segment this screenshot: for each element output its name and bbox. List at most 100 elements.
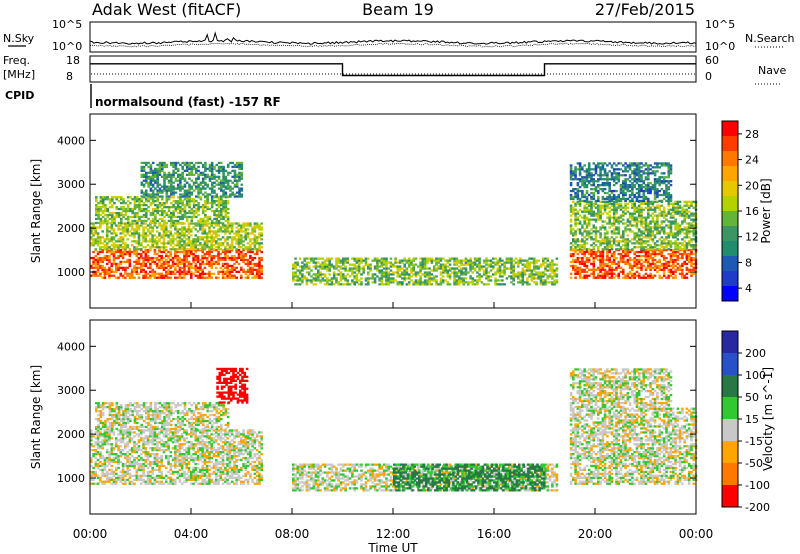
power-echo-cell xyxy=(144,272,148,275)
power-echo-cell xyxy=(196,270,200,273)
power-echo-cell xyxy=(210,264,213,268)
power-echo-cell xyxy=(637,262,641,266)
power-echo-cell xyxy=(179,187,182,190)
power-echo-cell xyxy=(592,266,596,269)
power-echo-cell xyxy=(637,276,641,279)
power-echo-cell xyxy=(578,270,582,273)
power-echo-cell xyxy=(412,283,415,286)
power-echo-cell xyxy=(94,230,98,233)
power-echo-cell xyxy=(94,242,98,245)
power-echo-cell xyxy=(339,279,343,282)
power-echo-cell xyxy=(487,265,490,268)
power-echo-cell xyxy=(192,260,195,264)
power-echo-cell xyxy=(662,216,666,219)
power-echo-cell xyxy=(194,258,198,262)
power-echo-cell xyxy=(317,271,320,274)
power-echo-cell xyxy=(423,271,427,274)
power-echo-cell xyxy=(342,267,345,270)
power-echo-cell xyxy=(421,263,425,266)
power-echo-cell xyxy=(674,218,677,221)
power-echo-cell xyxy=(610,222,614,225)
power-echo-cell xyxy=(145,177,148,180)
power-echo-cell xyxy=(692,262,696,266)
power-echo-cell xyxy=(597,195,600,199)
power-echo-cell xyxy=(678,232,682,235)
power-echo-cell xyxy=(624,252,627,256)
power-echo-cell xyxy=(185,163,189,167)
power-echo-cell xyxy=(208,165,212,169)
power-echo-cell xyxy=(526,279,529,282)
power-echo-cell xyxy=(140,161,144,165)
power-echo-cell xyxy=(96,234,100,237)
power-echo-cell xyxy=(101,236,104,239)
power-echo-cell xyxy=(258,244,261,247)
power-echo-cell xyxy=(206,195,209,198)
power-echo-cell xyxy=(594,238,598,241)
power-echo-cell xyxy=(590,184,593,187)
power-echo-cell xyxy=(608,186,611,189)
power-echo-cell xyxy=(624,208,627,211)
power-echo-cell xyxy=(199,221,203,225)
power-echo-cell xyxy=(658,204,661,207)
power-echo-cell xyxy=(669,270,673,273)
power-echo-cell xyxy=(471,277,475,280)
power-echo-cell xyxy=(606,195,609,199)
power-echo-cell xyxy=(606,180,609,183)
power-echo-cell xyxy=(581,238,584,241)
power-echo-cell xyxy=(576,188,580,191)
power-echo-cell xyxy=(574,195,577,199)
power-echo-cell xyxy=(181,187,184,190)
power-echo-cell xyxy=(360,277,363,280)
power-echo-cell xyxy=(572,258,575,262)
power-echo-cell xyxy=(172,169,175,172)
power-echo-cell xyxy=(501,275,504,278)
power-echo-cell xyxy=(569,168,573,171)
power-echo-cell xyxy=(124,222,127,225)
power-echo-cell xyxy=(435,275,438,278)
power-echo-cell xyxy=(258,268,261,271)
power-echo-cell xyxy=(637,216,641,219)
power-echo-cell xyxy=(307,279,311,282)
power-echo-cell xyxy=(690,226,693,229)
power-echo-cell xyxy=(692,248,696,251)
power-echo-cell xyxy=(685,268,689,271)
power-echo-cell xyxy=(382,283,386,286)
power-echo-cell xyxy=(151,230,154,233)
power-echo-cell xyxy=(246,258,250,262)
power-echo-cell xyxy=(307,265,311,268)
power-echo-cell xyxy=(185,230,188,233)
power-echo-cell xyxy=(628,250,632,254)
power-echo-cell xyxy=(210,195,214,198)
power-echo-cell xyxy=(658,230,661,233)
power-echo-cell xyxy=(205,272,209,275)
power-echo-cell xyxy=(183,228,186,231)
power-echo-cell xyxy=(572,170,575,173)
power-echo-cell xyxy=(498,267,502,270)
power-echo-cell xyxy=(626,202,630,205)
power-echo-cell xyxy=(255,276,259,279)
power-echo-cell xyxy=(135,262,139,266)
power-echo-cell xyxy=(687,270,691,273)
power-echo-cell xyxy=(453,277,456,280)
power-echo-cell xyxy=(204,191,207,194)
power-echo-cell xyxy=(169,230,173,233)
power-echo-cell xyxy=(569,218,573,221)
power-echo-cell xyxy=(112,232,116,235)
power-echo-cell xyxy=(101,250,104,254)
power-echo-cell xyxy=(576,195,580,199)
power-echo-cell xyxy=(597,204,600,207)
power-echo-cell xyxy=(144,226,148,229)
power-echo-cell xyxy=(94,226,98,229)
power-echo-cell xyxy=(469,261,472,264)
power-echo-cell xyxy=(161,185,164,188)
power-echo-cell xyxy=(180,238,184,241)
power-echo-cell xyxy=(220,221,223,225)
power-echo-cell xyxy=(108,274,111,277)
power-echo-cell xyxy=(644,216,648,219)
power-echo-cell xyxy=(658,276,661,279)
power-echo-cell xyxy=(637,250,641,254)
power-echo-cell xyxy=(305,263,309,266)
power-echo-cell xyxy=(674,206,677,209)
power-echo-cell xyxy=(224,179,228,182)
power-echo-cell xyxy=(145,211,148,215)
